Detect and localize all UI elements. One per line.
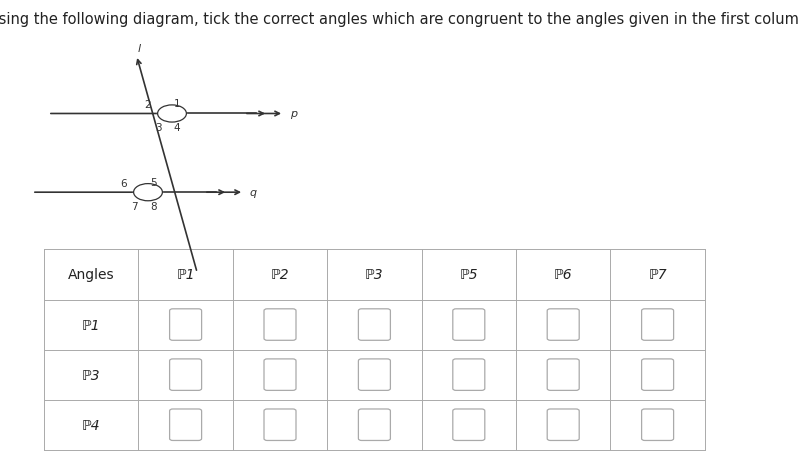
Text: 7: 7 — [131, 201, 138, 211]
Text: ℙ1: ℙ1 — [82, 318, 101, 332]
FancyBboxPatch shape — [170, 309, 202, 341]
FancyBboxPatch shape — [453, 309, 485, 341]
Text: ℙ3: ℙ3 — [365, 268, 384, 282]
FancyBboxPatch shape — [547, 359, 579, 390]
Text: ℙ3: ℙ3 — [82, 368, 101, 382]
Text: 1: 1 — [174, 99, 180, 109]
Circle shape — [134, 184, 162, 201]
FancyBboxPatch shape — [358, 309, 390, 341]
Text: ℙ4: ℙ4 — [82, 418, 101, 432]
Text: Angles: Angles — [68, 268, 114, 282]
Text: Using the following diagram, tick the correct angles which are congruent to the : Using the following diagram, tick the co… — [0, 12, 800, 27]
FancyBboxPatch shape — [264, 309, 296, 341]
FancyBboxPatch shape — [358, 359, 390, 390]
Text: ℙ5: ℙ5 — [459, 268, 478, 282]
FancyBboxPatch shape — [170, 409, 202, 441]
Text: ℙ6: ℙ6 — [554, 268, 573, 282]
Text: ℙ7: ℙ7 — [648, 268, 667, 282]
Text: 3: 3 — [155, 123, 162, 133]
FancyBboxPatch shape — [642, 409, 674, 441]
FancyBboxPatch shape — [264, 409, 296, 441]
Text: q: q — [250, 188, 257, 198]
FancyBboxPatch shape — [642, 359, 674, 390]
Circle shape — [158, 106, 186, 123]
Text: l: l — [138, 44, 141, 54]
Text: 6: 6 — [120, 178, 127, 188]
Text: 2: 2 — [144, 100, 151, 110]
Text: 4: 4 — [174, 123, 180, 133]
Text: ℙ2: ℙ2 — [270, 268, 290, 282]
FancyBboxPatch shape — [547, 409, 579, 441]
FancyBboxPatch shape — [453, 359, 485, 390]
FancyBboxPatch shape — [642, 309, 674, 341]
FancyBboxPatch shape — [264, 359, 296, 390]
Text: 5: 5 — [150, 178, 156, 188]
Text: ℙ1: ℙ1 — [176, 268, 195, 282]
FancyBboxPatch shape — [170, 359, 202, 390]
Text: 8: 8 — [150, 201, 156, 211]
Text: p: p — [290, 109, 297, 119]
FancyBboxPatch shape — [453, 409, 485, 441]
FancyBboxPatch shape — [358, 409, 390, 441]
FancyBboxPatch shape — [547, 309, 579, 341]
